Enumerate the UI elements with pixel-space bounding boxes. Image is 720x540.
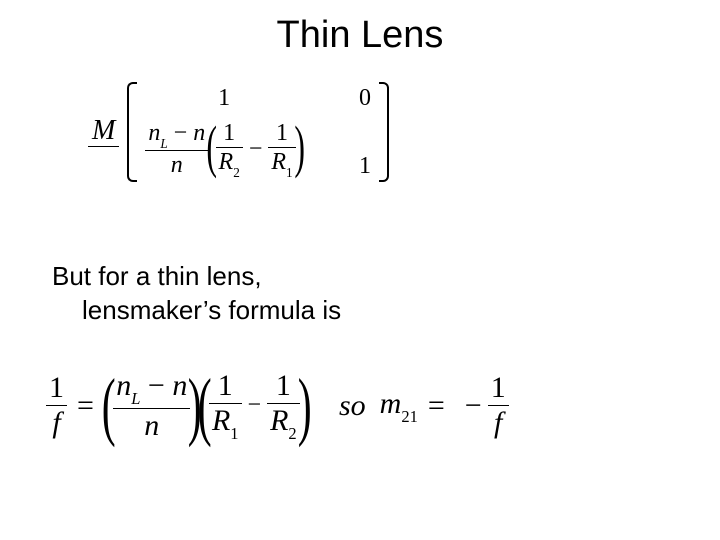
equals-1: = [77, 389, 94, 423]
negative-sign: − [465, 389, 482, 423]
index-fraction: nL − n n [113, 370, 190, 442]
lensmaker-equation: 1 f = ( nL − n n ) ( 1 R1 [46, 370, 509, 442]
matrix-col-1: 1 nL − n n ( [139, 82, 309, 182]
matrix-col-2: 0 1 [353, 82, 377, 182]
cell-11: 1 [218, 86, 230, 110]
r2-minus-r1: 1 R2 − 1 R1 [216, 120, 296, 178]
body-text: But for a thin lens, lensmaker’s formula… [52, 260, 341, 328]
slide-title: Thin Lens [0, 14, 720, 57]
nl-minus-n-over-n: nL − n n [145, 120, 208, 178]
matrix-label: M [88, 117, 119, 147]
one-over-f-rhs: 1 f [488, 372, 509, 439]
right-paren-icon: ) [297, 371, 311, 441]
left-bracket-icon [125, 82, 139, 182]
right-bracket-icon [377, 82, 391, 182]
left-paren-icon: ( [197, 371, 211, 441]
cell-22: 1 [359, 154, 371, 178]
slide: Thin Lens M 1 nL − n [0, 0, 720, 540]
body-line-1: But for a thin lens, [52, 260, 341, 294]
m21: m21 [380, 387, 418, 425]
one-over-f-lhs: 1 f [46, 372, 67, 439]
cell-12: 0 [359, 86, 371, 110]
right-paren-icon: ) [294, 118, 305, 176]
matrix-equation: M 1 nL − n n [88, 82, 391, 182]
radii-difference: 1 R1 − 1 R2 [209, 370, 300, 442]
left-paren-icon: ( [102, 371, 116, 441]
equals-2: = [428, 389, 445, 423]
so-text: so [339, 389, 366, 423]
left-paren-icon: ( [207, 118, 218, 176]
body-line-2: lensmaker’s formula is [82, 294, 341, 328]
cell-21: nL − n n ( 1 R2 [145, 120, 303, 178]
